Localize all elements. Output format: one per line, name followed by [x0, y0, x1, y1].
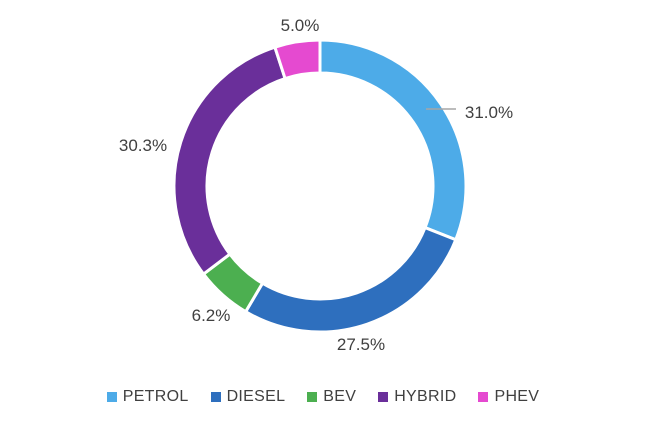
data-label-phev: 5.0%: [281, 16, 320, 35]
slice-phev: [272, 38, 322, 81]
slice-petrol: [318, 38, 468, 242]
slice-diesel: [243, 225, 458, 334]
data-label-bev: 6.2%: [192, 306, 231, 325]
legend-item-petrol: PETROL: [106, 388, 189, 406]
data-label-hybrid: 30.3%: [119, 136, 167, 155]
data-label-petrol: 31.0%: [465, 103, 513, 122]
legend-label-hybrid: HYBRID: [394, 388, 457, 405]
legend-swatch-bev: [307, 392, 318, 402]
legend-swatch-hybrid: [378, 392, 389, 402]
slice-hybrid: [172, 45, 287, 277]
legend: PETROL DIESEL BEV HYBRID PHEV: [0, 388, 646, 406]
legend-swatch-phev: [478, 392, 489, 402]
legend-item-diesel: DIESEL: [210, 388, 286, 406]
legend-swatch-petrol: [106, 392, 117, 402]
legend-label-bev: BEV: [323, 388, 357, 405]
legend-label-phev: PHEV: [494, 388, 540, 405]
legend-label-diesel: DIESEL: [226, 388, 286, 405]
legend-item-bev: BEV: [307, 388, 356, 406]
legend-swatch-diesel: [210, 392, 221, 402]
legend-label-petrol: PETROL: [122, 388, 189, 405]
legend-item-phev: PHEV: [478, 388, 539, 406]
legend-item-hybrid: HYBRID: [378, 388, 456, 406]
data-label-diesel: 27.5%: [337, 335, 385, 354]
